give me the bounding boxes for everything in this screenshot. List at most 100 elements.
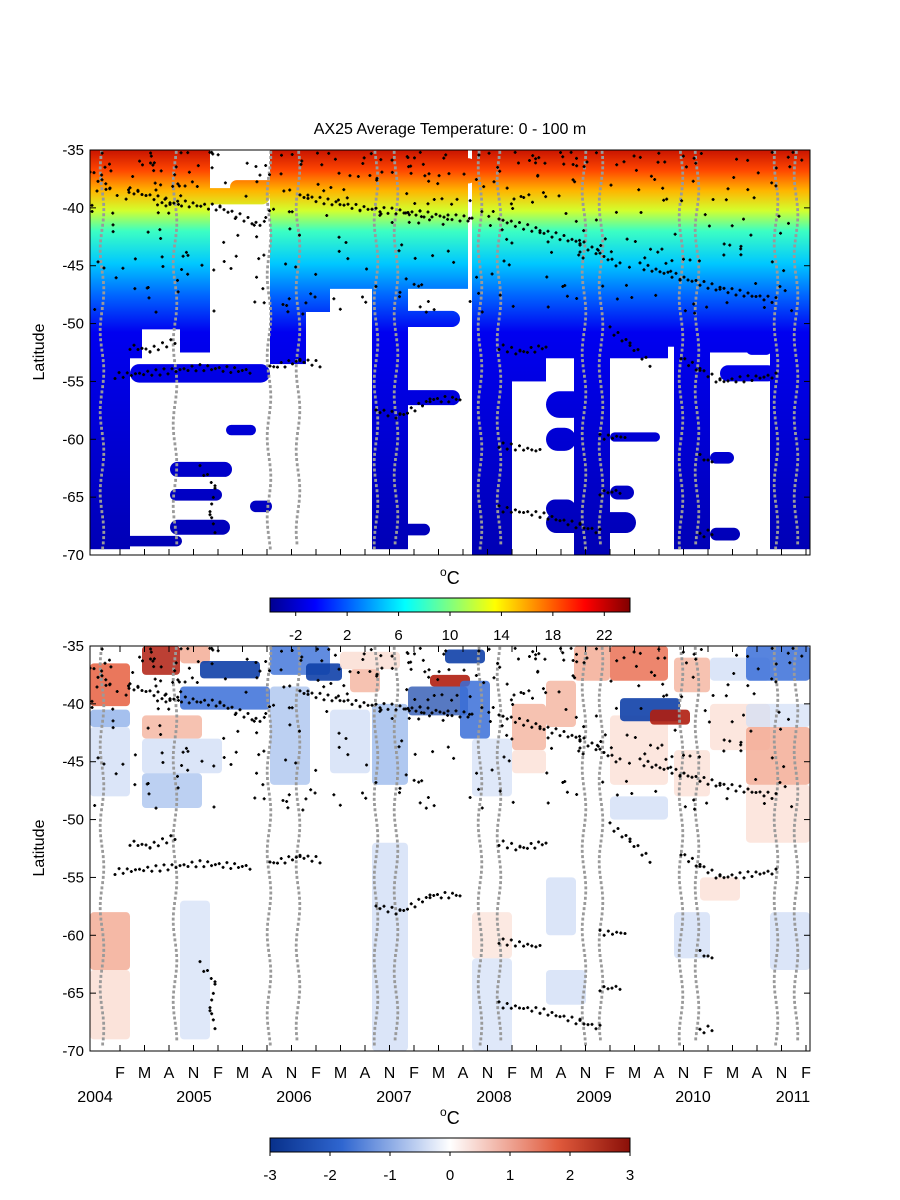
x-month-label: M	[138, 1065, 151, 1082]
x-month-label: M	[726, 1065, 739, 1082]
temperature-filament	[610, 432, 660, 442]
anomaly-patch	[472, 738, 512, 797]
x-month-label: F	[213, 1065, 223, 1082]
observation-points	[90, 646, 804, 812]
x-month-label: M	[432, 1065, 445, 1082]
xbt-track	[677, 646, 685, 1046]
observation-points	[268, 357, 322, 369]
temperature-filament	[226, 424, 256, 436]
colorbar-tick-label: -3	[263, 1167, 276, 1184]
x-year-label: 2008	[476, 1089, 512, 1106]
colorbar-tick-label: 10	[442, 627, 459, 644]
observation-points	[497, 839, 548, 852]
colorbar-tick-label: 0	[446, 1167, 454, 1184]
observation-points	[497, 1000, 602, 1031]
y-tick-label: -40	[62, 200, 84, 217]
colorbar-tick-label: 2	[343, 627, 351, 644]
anomaly-patch	[746, 703, 810, 727]
observation-points	[679, 853, 778, 880]
x-month-label: N	[384, 1065, 396, 1082]
anomaly-patch	[180, 646, 210, 664]
anomaly-field	[90, 646, 810, 1051]
top-y-axis: -35 -40 -45 -50 -55 -60 -65 -70	[62, 142, 810, 564]
anomaly-patch	[180, 900, 210, 1040]
temperature-field	[90, 150, 810, 555]
anomaly-patch	[330, 709, 370, 774]
xbt-track	[693, 150, 701, 545]
temperature-column	[130, 150, 142, 359]
temperature-column	[90, 150, 130, 550]
x-month-label: F	[409, 1065, 419, 1082]
temperature-column	[512, 150, 546, 382]
observation-points	[598, 488, 622, 497]
anomaly-patch	[546, 877, 576, 936]
observation-points	[698, 528, 714, 539]
temperature-filament	[720, 365, 776, 382]
anomaly-patch	[372, 703, 408, 785]
colorbar-tick-label: 6	[394, 627, 402, 644]
temperature-filament	[710, 180, 790, 204]
x-month-label: M	[628, 1065, 641, 1082]
anomaly-patch	[770, 912, 810, 970]
temperature-filament	[250, 500, 272, 513]
observation-points	[90, 150, 804, 316]
anomaly-patch	[512, 703, 546, 751]
temperature-filament	[612, 163, 672, 192]
xbt-track	[476, 150, 484, 550]
x-year-label: 2006	[276, 1089, 312, 1106]
observation-points	[374, 890, 462, 916]
anomaly-patch	[746, 727, 810, 785]
anomaly-patch	[574, 646, 610, 681]
observation-points	[679, 357, 778, 384]
xbt-track	[372, 150, 380, 550]
colorbar-tick-label: -1	[383, 1167, 396, 1184]
x-month-label: A	[654, 1065, 665, 1082]
colorbar-tick-label: 22	[596, 627, 613, 644]
x-year-label: 2009	[576, 1089, 612, 1106]
top-colorbar	[269, 597, 631, 613]
x-year-label: 2007	[376, 1089, 412, 1106]
observation-tracks-top	[90, 150, 804, 550]
x-month-label: N	[188, 1065, 200, 1082]
bottom-colorbar	[269, 1137, 631, 1153]
y-tick-label: -65	[62, 489, 84, 506]
xbt-track	[372, 646, 380, 1046]
temperature-filament	[400, 310, 460, 328]
temperature-filament	[400, 523, 430, 536]
x-month-label: F	[801, 1065, 811, 1082]
observation-points	[198, 960, 217, 1031]
temperature-filament	[430, 158, 480, 184]
x-month-label: N	[678, 1065, 690, 1082]
observation-points	[698, 452, 714, 464]
x-month-label: A	[556, 1065, 567, 1082]
observation-points	[497, 217, 622, 268]
x-month-label: A	[458, 1065, 469, 1082]
y-tick-label: -45	[62, 754, 84, 771]
colorbar-tick-label: 3	[626, 1167, 634, 1184]
observation-points	[598, 984, 622, 993]
temperature-filament	[746, 317, 772, 330]
y-tick-label: -70	[62, 547, 84, 564]
x-month-label: N	[482, 1065, 494, 1082]
temperature-filament	[230, 180, 290, 194]
observation-points	[374, 394, 462, 420]
temperature-filament	[520, 159, 580, 183]
observation-points	[268, 853, 322, 865]
observation-points	[298, 689, 474, 719]
x-month-label: M	[334, 1065, 347, 1082]
observation-points	[497, 343, 548, 356]
bottom-y-axis-label: Latitude	[31, 819, 48, 876]
y-tick-label: -35	[62, 638, 84, 655]
anomaly-patch	[460, 680, 490, 739]
y-tick-label: -60	[62, 431, 84, 448]
anomaly-patch	[746, 784, 810, 843]
y-tick-label: -70	[62, 1043, 84, 1060]
observation-points	[698, 948, 714, 960]
bottom-y-axis: -35 -40 -45 -50 -55 -60 -65 -70	[62, 638, 810, 1060]
temperature-column	[180, 150, 210, 353]
bottom-plot-frame	[89, 645, 811, 1052]
observation-points	[128, 338, 177, 354]
anomaly-patch	[270, 686, 310, 785]
observation-points	[638, 261, 778, 304]
bottom-unit-label: oC	[440, 1105, 460, 1128]
